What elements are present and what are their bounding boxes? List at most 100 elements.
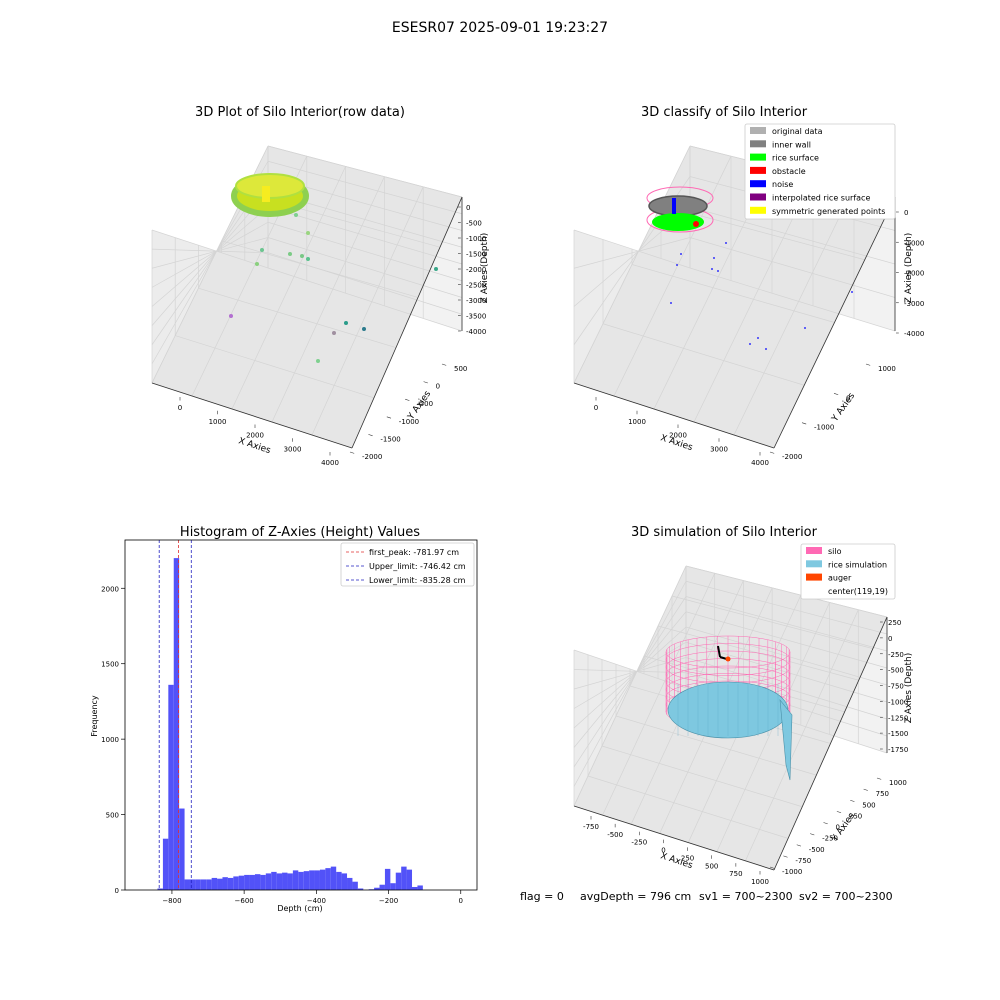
raw-data-tick-label: 0 [436,383,440,391]
histogram-x-tick-label: −600 [235,897,254,905]
simulation-tick-label: 0 [661,847,665,855]
histogram-bar [276,873,283,890]
histogram-lines [158,540,192,890]
simulation-tick-label: 750 [876,790,889,798]
raw-data-tick-label: 0 [178,404,182,412]
raw-data-title: 3D Plot of Silo Interior(row data) [195,105,405,120]
simulation-tick-label: 500 [705,862,718,870]
histogram-bar [222,877,228,890]
histogram-bar [336,871,342,890]
simulation-tick-label: -1750 [888,746,908,754]
histogram-bar [287,873,293,890]
histogram-bar [412,886,418,890]
histogram-bar [244,874,250,890]
histogram-bar [249,874,255,890]
simulation-tick [850,799,855,802]
classify-axis-line [573,382,775,449]
simulation-gridline [573,626,687,729]
histogram-bar [260,874,266,890]
histogram-bar [314,870,320,890]
simulation-gridline [685,611,888,669]
simulation-tick [836,811,842,814]
histogram-y-tick-label: 500 [106,812,119,820]
classify-legend-label: obstacle [772,167,806,176]
classify-tick-label: 0 [846,394,850,402]
simulation-tick-label: -1000 [888,698,908,706]
raw-data-point [300,254,304,258]
classify-gridline [689,237,896,298]
histogram-bar [238,875,245,890]
histogram-bar [265,873,272,890]
classify-legend-swatch [750,153,766,161]
raw-data-gridline [267,206,463,265]
histogram-bar [211,877,218,890]
histogram-y-tick-label: 1500 [101,661,119,669]
classify-gridline [573,145,691,384]
histogram-bar [352,881,358,890]
histogram-legend-frame [340,542,475,587]
raw-data-tick-label: -2000 [466,266,486,274]
classify-gridline [631,264,835,323]
simulation-tick-label: 250 [849,812,862,820]
histogram-ylabel: Frequency [90,695,99,737]
simulation-3d-panel: 3D simulation of Silo Interior -750-500-… [573,525,914,886]
classify-tick-label: -2000 [904,270,924,278]
histogram-bar [309,870,315,890]
classify-noise-point [711,268,713,270]
simulation-gridline [685,596,888,652]
raw-data-gridline [267,145,463,198]
histogram-bar [233,876,239,890]
classify-gridline [573,237,691,269]
simulation-tick-label: -250 [822,835,838,843]
raw-data-gridline [151,237,269,269]
raw-data-point [344,321,348,325]
classify-tick-label: 2000 [669,432,687,440]
classify-gridline [689,267,896,332]
histogram-bar [200,879,207,890]
raw-data-gridline [151,221,269,288]
histogram-bar [162,838,169,890]
histogram-bar [254,874,261,890]
simulation-tick-label: 250 [681,854,694,862]
classify-tick-label: -2000 [782,453,802,461]
simulation-axis-line [573,805,775,871]
raw-data-zlabel: Z Axies (Depth) [480,233,490,304]
simulation-zlabel: Z Axies (Depth) [904,653,914,724]
raw-data-tick-label: 0 [466,204,470,212]
simulation-tick-label: -500 [809,846,825,854]
classify-tick [833,393,839,396]
classify-noise-point [765,348,767,350]
classify-gridline [689,206,896,265]
classify-noise-point [725,242,727,244]
histogram-bar [406,869,413,890]
footer-sv1: sv1 = 700~2300 [699,890,793,903]
raw-data-gridline [151,248,269,254]
simulation-ylabel: Y Axies [830,811,858,844]
simulation-gridline [615,715,817,776]
histogram-bar [184,879,190,890]
raw-data-axis-line [151,382,353,449]
histogram-legend: first_peak: -781.97 cm Upper_limit: -746.… [340,542,475,587]
simulation-tick-label: -750 [795,857,811,865]
classify-noise-point [717,270,719,272]
histogram-bar [179,808,185,890]
raw-data-gridline [151,191,269,326]
raw-data-point [316,359,320,363]
histogram-xlabel: Depth (cm) [277,904,322,913]
figure-suptitle: ESESR07 2025-09-01 19:23:27 [392,20,608,36]
simulation-gridline [685,580,888,635]
simulation-legend-frame [800,543,896,600]
raw-data-point [255,262,259,266]
histogram-bar [347,877,353,890]
simulation-gridline [685,565,888,618]
simulation-tick-label: 0 [836,824,840,832]
raw-data-tick [349,451,355,454]
simulation-tick-label: -750 [583,823,599,831]
simulation-gridline [587,775,789,839]
simulation-legend-swatch [806,547,822,554]
classify-noise-point [804,327,806,329]
silo-wire-ring [665,643,791,676]
classify-tick-label: 0 [904,209,908,217]
classify-legend-label: symmetric generated points [772,207,885,216]
histogram-bar [217,878,223,890]
